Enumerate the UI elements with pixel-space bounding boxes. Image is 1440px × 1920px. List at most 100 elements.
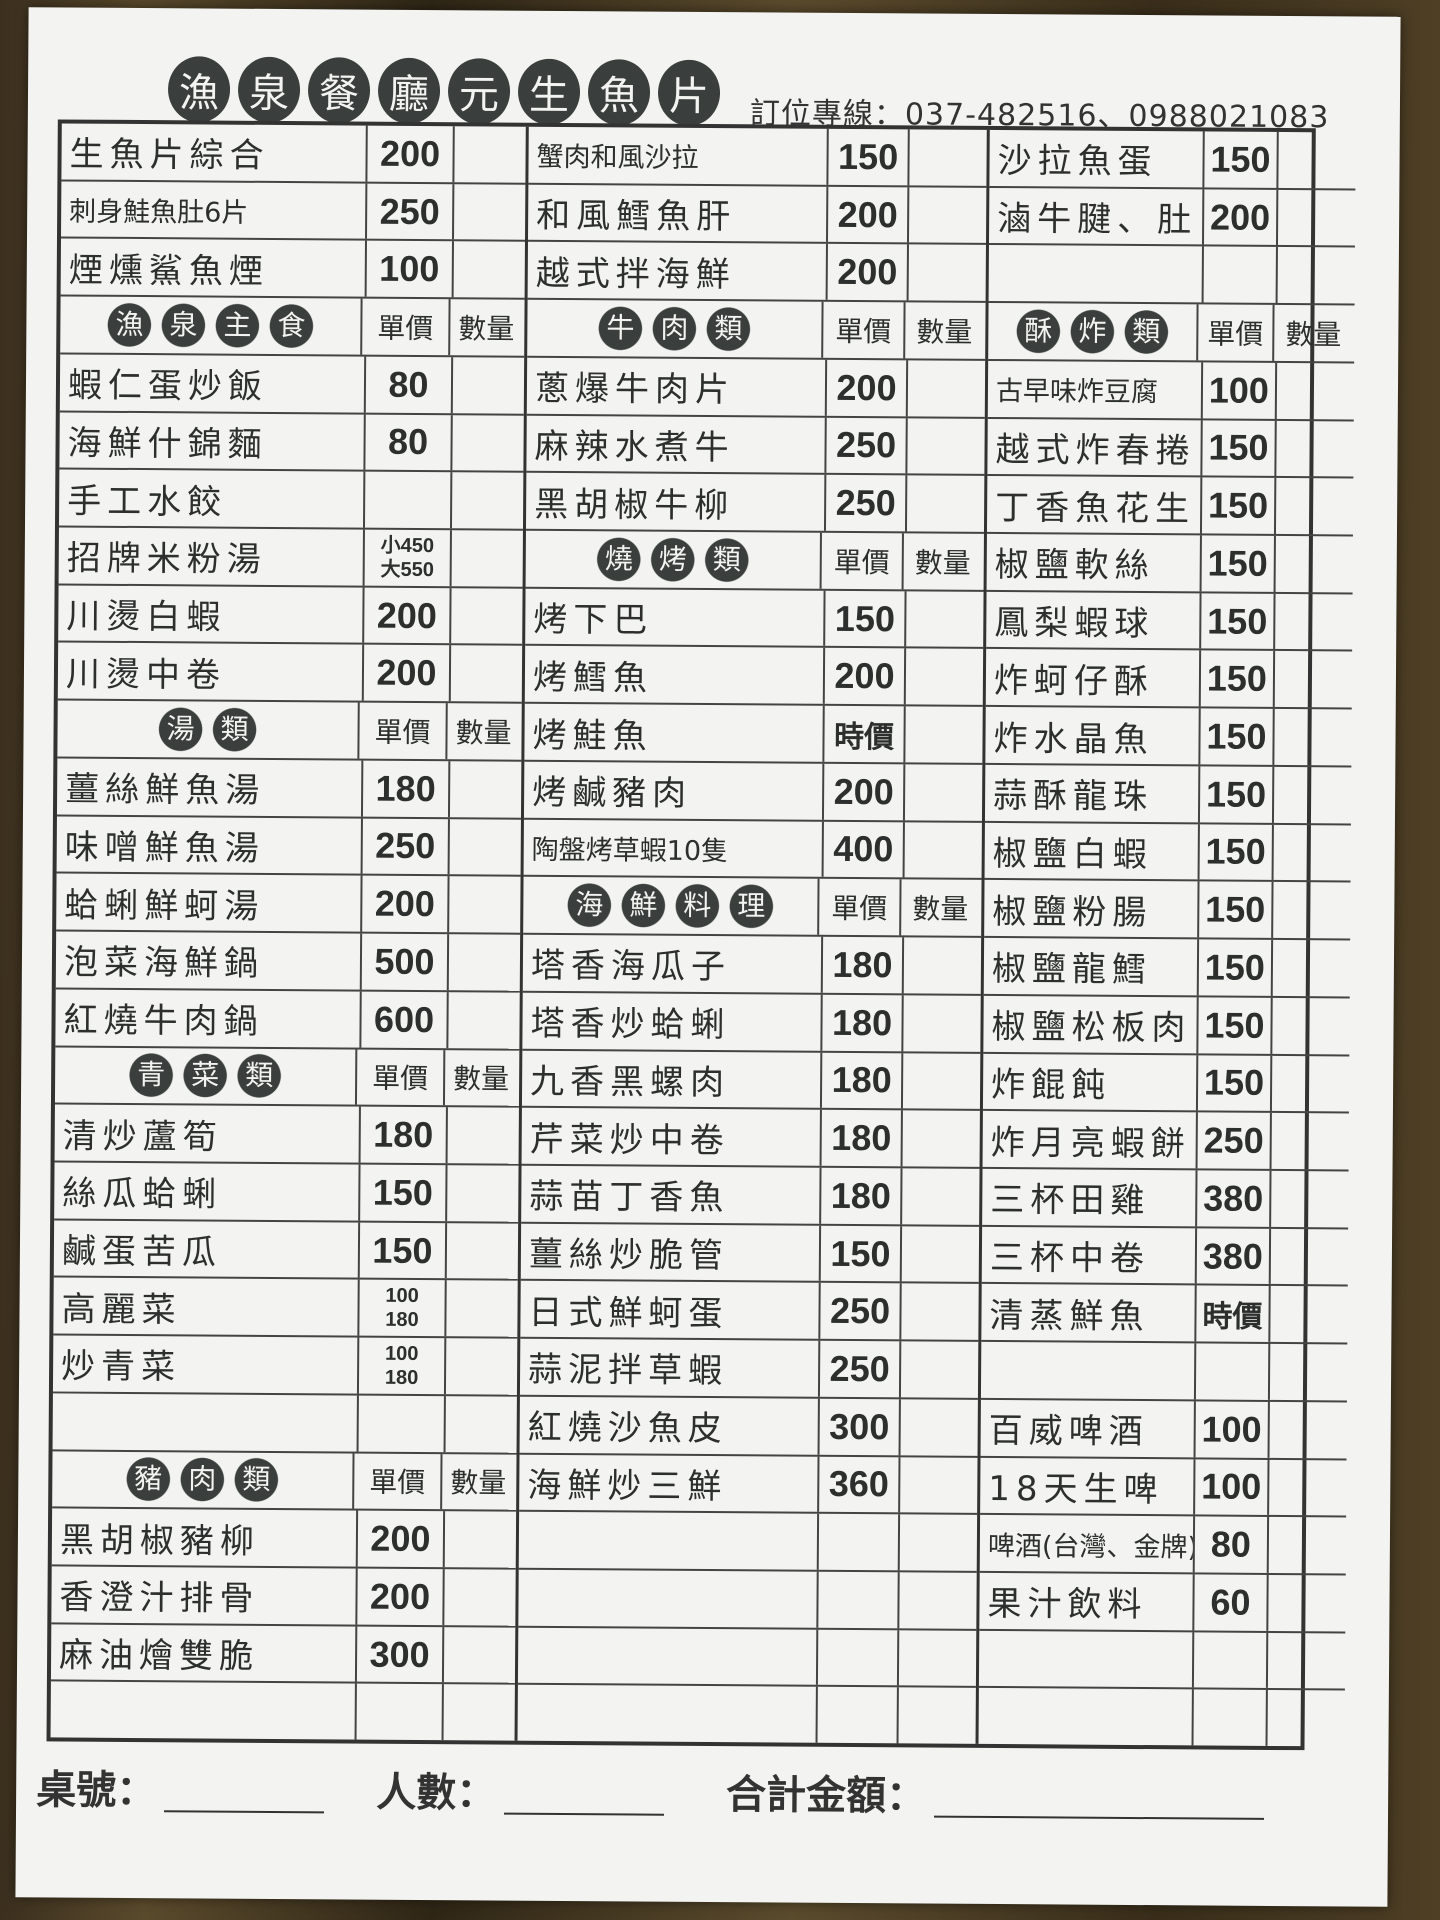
- quantity-cell[interactable]: [1270, 1402, 1347, 1458]
- quantity-cell[interactable]: [1271, 1286, 1348, 1342]
- quantity-cell[interactable]: [1268, 1690, 1345, 1746]
- quantity-cell[interactable]: [907, 418, 984, 474]
- quantity-cell[interactable]: [1273, 882, 1350, 938]
- quantity-cell[interactable]: [444, 1627, 515, 1683]
- quantity-cell[interactable]: [454, 184, 525, 240]
- quantity-cell[interactable]: [1269, 1517, 1346, 1573]
- quantity-cell[interactable]: [1276, 536, 1353, 592]
- item-price: 200: [824, 648, 907, 705]
- quantity-cell[interactable]: [903, 1111, 980, 1167]
- quantity-cell[interactable]: [454, 242, 525, 298]
- quantity-cell[interactable]: [903, 995, 980, 1051]
- quantity-cell[interactable]: [449, 877, 520, 933]
- quantity-cell[interactable]: [1269, 1459, 1346, 1515]
- quantity-cell[interactable]: [452, 530, 523, 586]
- quantity-cell[interactable]: [902, 1168, 979, 1224]
- quantity-cell[interactable]: [907, 476, 984, 532]
- quantity-cell[interactable]: [1277, 363, 1354, 419]
- quantity-cell[interactable]: [1272, 1055, 1349, 1111]
- section-title-cell: 燒烤類: [525, 530, 822, 589]
- item-price: 150: [828, 128, 910, 186]
- item-price: 150: [1199, 766, 1275, 823]
- item-price: 150: [820, 1225, 903, 1282]
- quantity-cell[interactable]: [446, 1281, 517, 1337]
- quantity-cell[interactable]: [1269, 1575, 1346, 1631]
- quantity-cell[interactable]: [900, 1515, 977, 1571]
- quantity-cell[interactable]: [445, 1511, 516, 1567]
- item-name: 椒鹽白蝦: [984, 822, 1200, 880]
- quantity-cell[interactable]: [451, 588, 522, 644]
- quantity-cell[interactable]: [904, 937, 981, 993]
- title-char-circle: 泉: [237, 56, 301, 124]
- quantity-cell[interactable]: [909, 187, 986, 243]
- quantity-cell[interactable]: [449, 934, 520, 990]
- item-name: [50, 1681, 357, 1740]
- people-count-field[interactable]: 人數：: [376, 1760, 665, 1820]
- people-count-blank[interactable]: [504, 1812, 665, 1816]
- quantity-cell[interactable]: [450, 761, 521, 817]
- quantity-cell[interactable]: [900, 1457, 977, 1513]
- menu-item-row: 果汁飲料 60: [979, 1572, 1346, 1634]
- quantity-cell[interactable]: [906, 591, 983, 647]
- section-title: 酥炸類: [1011, 307, 1174, 357]
- quantity-cell[interactable]: [1270, 1344, 1347, 1400]
- quantity-cell[interactable]: [452, 415, 523, 471]
- quantity-column-header: 數量: [453, 1062, 510, 1096]
- quantity-cell[interactable]: [454, 126, 525, 182]
- quantity-cell[interactable]: [1277, 421, 1354, 477]
- quantity-cell[interactable]: [1275, 594, 1352, 650]
- quantity-cell[interactable]: [908, 360, 985, 416]
- quantity-cell[interactable]: [1279, 132, 1356, 188]
- quantity-cell[interactable]: [1274, 767, 1351, 823]
- item-name: 生魚片綜合: [61, 123, 368, 182]
- quantity-cell[interactable]: [446, 1338, 517, 1394]
- quantity-cell[interactable]: [453, 357, 524, 413]
- menu-item-row: [518, 1511, 978, 1573]
- quantity-cell[interactable]: [444, 1569, 515, 1625]
- quantity-cell[interactable]: [1275, 709, 1352, 765]
- item-price-option: 100: [384, 1342, 419, 1365]
- quantity-cell[interactable]: [445, 1396, 516, 1452]
- quantity-cell[interactable]: [901, 1284, 978, 1340]
- quantity-cell[interactable]: [909, 245, 986, 301]
- total-amount-field[interactable]: 合計金額：: [726, 1762, 1265, 1824]
- item-name: 川燙中卷: [57, 642, 365, 701]
- quantity-cell[interactable]: [1275, 651, 1352, 707]
- quantity-cell[interactable]: [899, 1572, 976, 1628]
- quantity-cell[interactable]: [901, 1341, 978, 1397]
- quantity-cell[interactable]: [1273, 998, 1350, 1054]
- quantity-cell[interactable]: [1268, 1633, 1345, 1689]
- quantity-cell[interactable]: [1278, 247, 1355, 303]
- table-number-field[interactable]: 桌號：: [36, 1757, 325, 1817]
- quantity-cell[interactable]: [443, 1685, 514, 1741]
- quantity-cell[interactable]: [447, 1223, 518, 1279]
- item-price: 250: [826, 417, 908, 474]
- quantity-cell[interactable]: [1273, 940, 1350, 996]
- quantity-cell[interactable]: [903, 1053, 980, 1109]
- quantity-cell[interactable]: [447, 1165, 518, 1221]
- quantity-cell[interactable]: [450, 819, 521, 875]
- quantity-cell[interactable]: [1271, 1171, 1348, 1227]
- quantity-cell[interactable]: [1271, 1229, 1348, 1285]
- quantity-cell[interactable]: [909, 129, 986, 185]
- table-number-blank[interactable]: [164, 1810, 325, 1814]
- item-price: [365, 471, 453, 529]
- quantity-cell[interactable]: [452, 473, 523, 529]
- quantity-cell[interactable]: [1272, 1113, 1349, 1169]
- quantity-cell[interactable]: [905, 764, 982, 820]
- quantity-cell[interactable]: [447, 1107, 518, 1163]
- total-amount-blank[interactable]: [933, 1815, 1265, 1820]
- quantity-cell[interactable]: [899, 1688, 976, 1744]
- quantity-cell[interactable]: [905, 707, 982, 763]
- quantity-cell[interactable]: [901, 1399, 978, 1455]
- quantity-cell[interactable]: [902, 1226, 979, 1282]
- quantity-cell[interactable]: [906, 649, 983, 705]
- quantity-cell[interactable]: [1276, 478, 1353, 534]
- quantity-cell[interactable]: [899, 1630, 976, 1686]
- quantity-cell[interactable]: [451, 646, 522, 702]
- quantity-cell[interactable]: [1274, 825, 1351, 881]
- item-price: 200: [363, 645, 452, 702]
- quantity-cell[interactable]: [1278, 190, 1355, 246]
- quantity-cell[interactable]: [448, 992, 519, 1048]
- quantity-cell[interactable]: [905, 822, 982, 878]
